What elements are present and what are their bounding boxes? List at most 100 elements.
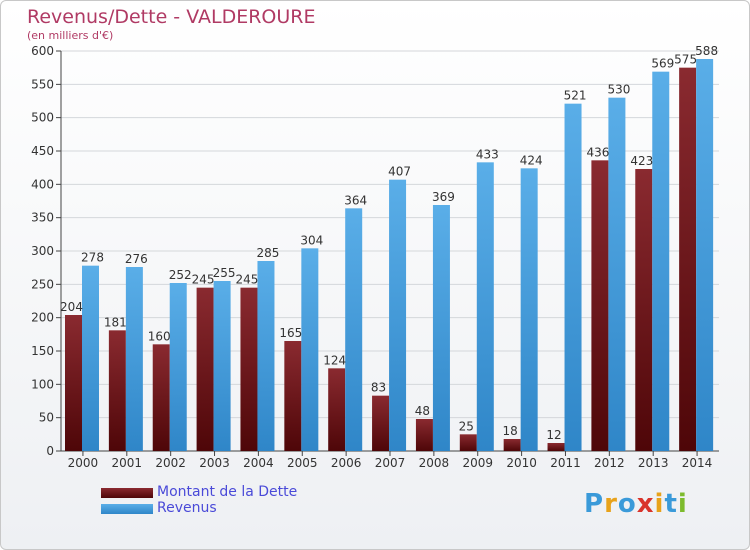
value-label-revenus: 530 (607, 83, 630, 97)
value-label-revenus: 521 (564, 89, 587, 103)
x-tick-label: 2000 (68, 456, 99, 470)
bar-revenus (389, 179, 407, 451)
logo-letter: i (677, 489, 688, 519)
legend-swatch-debt (101, 488, 153, 498)
value-label-debt: 204 (60, 300, 83, 314)
logo-letter: o (617, 489, 637, 519)
value-label-debt: 575 (674, 53, 697, 67)
x-tick-label: 2007 (375, 456, 406, 470)
y-tick-label: 400 (31, 177, 54, 191)
bar-debt (459, 434, 477, 451)
bar-revenus (82, 265, 99, 451)
bar-revenus (520, 168, 538, 452)
bar-debt (108, 330, 126, 451)
bar-revenus (213, 281, 231, 451)
value-label-debt: 12 (546, 428, 561, 442)
bar-revenus (652, 71, 670, 452)
legend-swatch-revenus (101, 504, 153, 514)
bar-debt (635, 169, 653, 451)
value-label-revenus: 369 (432, 190, 455, 204)
logo-letter: i (654, 489, 665, 519)
bar-revenus (257, 261, 275, 451)
x-tick-label: 2011 (550, 456, 581, 470)
value-label-debt: 124 (323, 353, 346, 367)
x-tick-label: 2004 (243, 456, 274, 470)
value-label-revenus: 304 (300, 233, 323, 247)
chart-title: Revenus/Dette - VALDEROURE (27, 6, 316, 28)
x-tick-label: 2009 (462, 456, 493, 470)
y-tick-label: 450 (31, 144, 54, 158)
bar-revenus (564, 103, 582, 452)
x-tick-label: 2008 (419, 456, 450, 470)
x-tick-label: 2005 (287, 456, 318, 470)
value-label-debt: 83 (371, 381, 386, 395)
bar-revenus (301, 248, 319, 451)
chart-subtitle: (en milliers d'€) (27, 29, 114, 42)
x-tick-label: 2010 (506, 456, 537, 470)
x-tick-label: 2012 (594, 456, 625, 470)
value-label-debt: 18 (503, 424, 518, 438)
value-label-debt: 436 (586, 145, 609, 159)
bar-revenus (696, 59, 714, 451)
bar-debt (284, 341, 302, 451)
bar-revenus (345, 208, 363, 451)
bar-debt (415, 419, 433, 451)
bar-revenus (125, 267, 143, 451)
bar-debt (591, 160, 609, 452)
bar-revenus (432, 205, 450, 451)
bar-debt (152, 344, 170, 451)
y-tick-label: 600 (31, 44, 54, 58)
x-tick-label: 2002 (155, 456, 186, 470)
value-label-debt: 423 (630, 154, 653, 168)
value-label-revenus: 407 (388, 165, 411, 179)
x-tick-label: 2003 (199, 456, 230, 470)
logo-letter: x (636, 489, 655, 519)
value-label-revenus: 588 (695, 44, 718, 58)
value-label-revenus: 255 (213, 266, 236, 280)
value-label-revenus: 424 (520, 153, 543, 167)
y-tick-label: 300 (31, 244, 54, 258)
value-label-revenus: 569 (651, 57, 674, 71)
logo-letter: t (664, 489, 678, 519)
bar-debt (679, 67, 697, 452)
value-label-revenus: 433 (476, 147, 499, 161)
bar-debt (372, 395, 390, 451)
bar-debt (196, 287, 214, 451)
y-tick-label: 200 (31, 311, 54, 325)
bar-debt (503, 439, 521, 451)
x-tick-label: 2014 (682, 456, 713, 470)
value-label-debt: 165 (279, 326, 302, 340)
value-label-revenus: 278 (81, 251, 104, 265)
value-label-revenus: 276 (125, 252, 148, 266)
value-label-debt: 245 (192, 273, 215, 287)
bar-debt (547, 443, 565, 451)
y-tick-label: 50 (39, 411, 54, 425)
bar-revenus (608, 97, 626, 452)
value-label-revenus: 285 (257, 246, 280, 260)
bar-debt (65, 315, 82, 451)
y-tick-label: 350 (31, 211, 54, 225)
value-label-revenus: 252 (169, 268, 192, 282)
value-label-debt: 48 (415, 404, 430, 418)
value-label-debt: 181 (104, 315, 127, 329)
bar-chart: 0 50 100 150 200 250 300 350 400 450 500 550 600 204… (31, 44, 719, 470)
y-tick-label: 0 (46, 444, 54, 458)
y-tick-label: 250 (31, 277, 54, 291)
value-label-debt: 25 (459, 419, 474, 433)
x-tick-label: 2013 (638, 456, 669, 470)
bar-debt (328, 368, 346, 451)
y-tick-label: 500 (31, 111, 54, 125)
x-tick-label: 2001 (112, 456, 143, 470)
bar-revenus (169, 283, 187, 451)
value-label-debt: 160 (148, 329, 171, 343)
value-label-debt: 245 (236, 273, 259, 287)
logo-letter: P (584, 489, 605, 519)
bar-revenus (476, 162, 494, 452)
legend-label-revenus: Revenus (157, 500, 217, 516)
legend-label-debt: Montant de la Dette (157, 484, 298, 500)
bars-layer (65, 59, 714, 452)
y-tick-label: 100 (31, 377, 54, 391)
x-tick-label: 2006 (331, 456, 362, 470)
proxiti-logo: Proxiti (584, 489, 688, 519)
